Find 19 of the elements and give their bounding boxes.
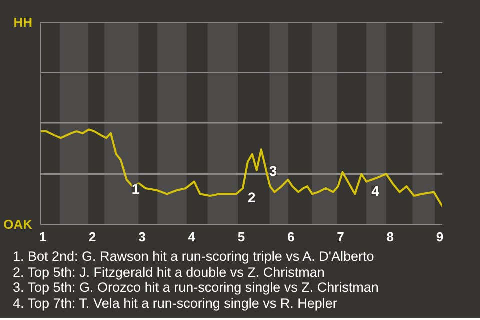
x-tick-label: 7 [337,230,344,244]
x-tick-label: 3 [138,230,146,244]
x-tick-label: 5 [238,230,246,244]
x-tick-label: 1 [39,230,47,244]
x-tick-label: 4 [188,230,196,244]
annotation: 4 [372,182,380,199]
annotation: 1 [132,180,140,197]
text: 1. Bot 2nd: G. Rawson hit a run-scoring triple vs A. D'Alberto [13,249,374,264]
text: HH [14,15,33,30]
annotation: 3 [269,162,278,179]
x-tick-label: 9 [436,230,444,244]
x-tick-label: 6 [288,230,295,244]
annotation: 2 [248,189,256,206]
text: OAK [4,217,34,232]
x-tick-label: 2 [88,230,96,244]
text: 2. Top 5th: J. Fitzgerald hit a double vs Z. Christman [13,264,325,280]
text: 4. Top 7th: T. Vela hit a run-scoring single vs R. Hepler [13,296,338,310]
x-tick-label: 8 [386,230,394,244]
text: 3. Top 5th: G. Orozco hit a run-scoring single vs Z. Christman [13,280,379,295]
